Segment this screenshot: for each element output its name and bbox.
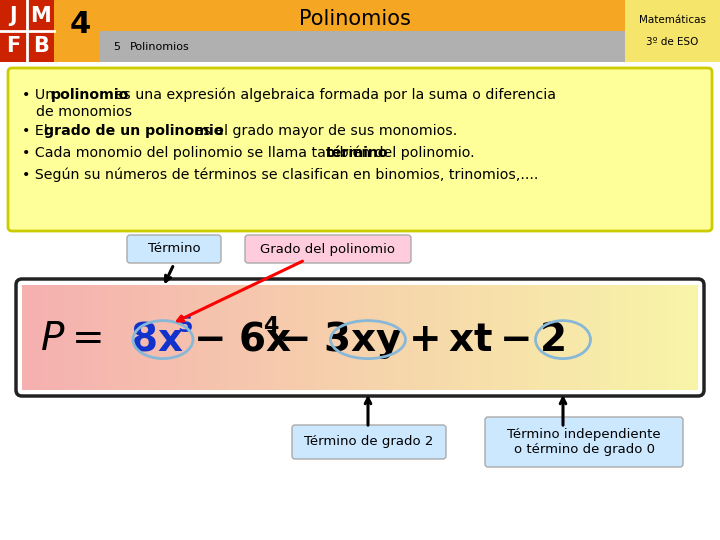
Text: $\mathbf{-\ 3xy + xt - 2}$: $\mathbf{-\ 3xy + xt - 2}$ bbox=[278, 319, 565, 361]
FancyBboxPatch shape bbox=[245, 235, 411, 263]
Text: es el grado mayor de sus monomios.: es el grado mayor de sus monomios. bbox=[190, 124, 457, 138]
Text: B: B bbox=[33, 37, 49, 57]
Text: término: término bbox=[326, 146, 389, 160]
Text: Matemáticas: Matemáticas bbox=[639, 15, 706, 25]
Text: Término independiente
o término de grado 0: Término independiente o término de grado… bbox=[507, 428, 661, 456]
Text: • Un: • Un bbox=[22, 88, 59, 102]
Text: $\mathbf{4}$: $\mathbf{4}$ bbox=[263, 315, 279, 335]
FancyBboxPatch shape bbox=[0, 0, 720, 62]
Text: Polinomios: Polinomios bbox=[299, 9, 411, 29]
Text: 3º de ESO: 3º de ESO bbox=[646, 37, 698, 47]
FancyBboxPatch shape bbox=[292, 425, 446, 459]
Text: $\mathbf{-\ 6x}$: $\mathbf{-\ 6x}$ bbox=[193, 321, 292, 359]
Text: $\mathbf{5}$: $\mathbf{5}$ bbox=[177, 315, 193, 335]
Text: 4: 4 bbox=[69, 10, 91, 39]
Text: es una expresión algebraica formada por la suma o diferencia: es una expresión algebraica formada por … bbox=[110, 88, 556, 103]
Text: • Cada monomio del polinomio se llama también: • Cada monomio del polinomio se llama ta… bbox=[22, 146, 375, 160]
Text: M: M bbox=[31, 5, 51, 25]
FancyBboxPatch shape bbox=[8, 68, 712, 231]
FancyBboxPatch shape bbox=[127, 235, 221, 263]
Text: $\mathbf{8x}$: $\mathbf{8x}$ bbox=[130, 321, 184, 359]
Text: Grado del polinomio: Grado del polinomio bbox=[261, 242, 395, 255]
Text: • Según su números de términos se clasifican en binomios, trinomios,....: • Según su números de términos se clasif… bbox=[22, 168, 539, 183]
Text: grado de un polinomio: grado de un polinomio bbox=[44, 124, 223, 138]
FancyBboxPatch shape bbox=[100, 31, 625, 62]
Text: polinomio: polinomio bbox=[51, 88, 130, 102]
FancyBboxPatch shape bbox=[0, 0, 54, 62]
Text: $P = $: $P = $ bbox=[40, 321, 102, 358]
Text: • El: • El bbox=[22, 124, 53, 138]
Text: del polinomio.: del polinomio. bbox=[370, 146, 474, 160]
FancyBboxPatch shape bbox=[485, 417, 683, 467]
Text: Término: Término bbox=[148, 242, 200, 255]
Text: de monomios: de monomios bbox=[36, 105, 132, 119]
Text: F: F bbox=[6, 37, 20, 57]
FancyBboxPatch shape bbox=[625, 0, 720, 62]
Text: Término de grado 2: Término de grado 2 bbox=[305, 435, 433, 449]
Text: Polinomios: Polinomios bbox=[130, 42, 190, 51]
Text: J: J bbox=[9, 5, 17, 25]
Text: 5: 5 bbox=[113, 42, 120, 51]
